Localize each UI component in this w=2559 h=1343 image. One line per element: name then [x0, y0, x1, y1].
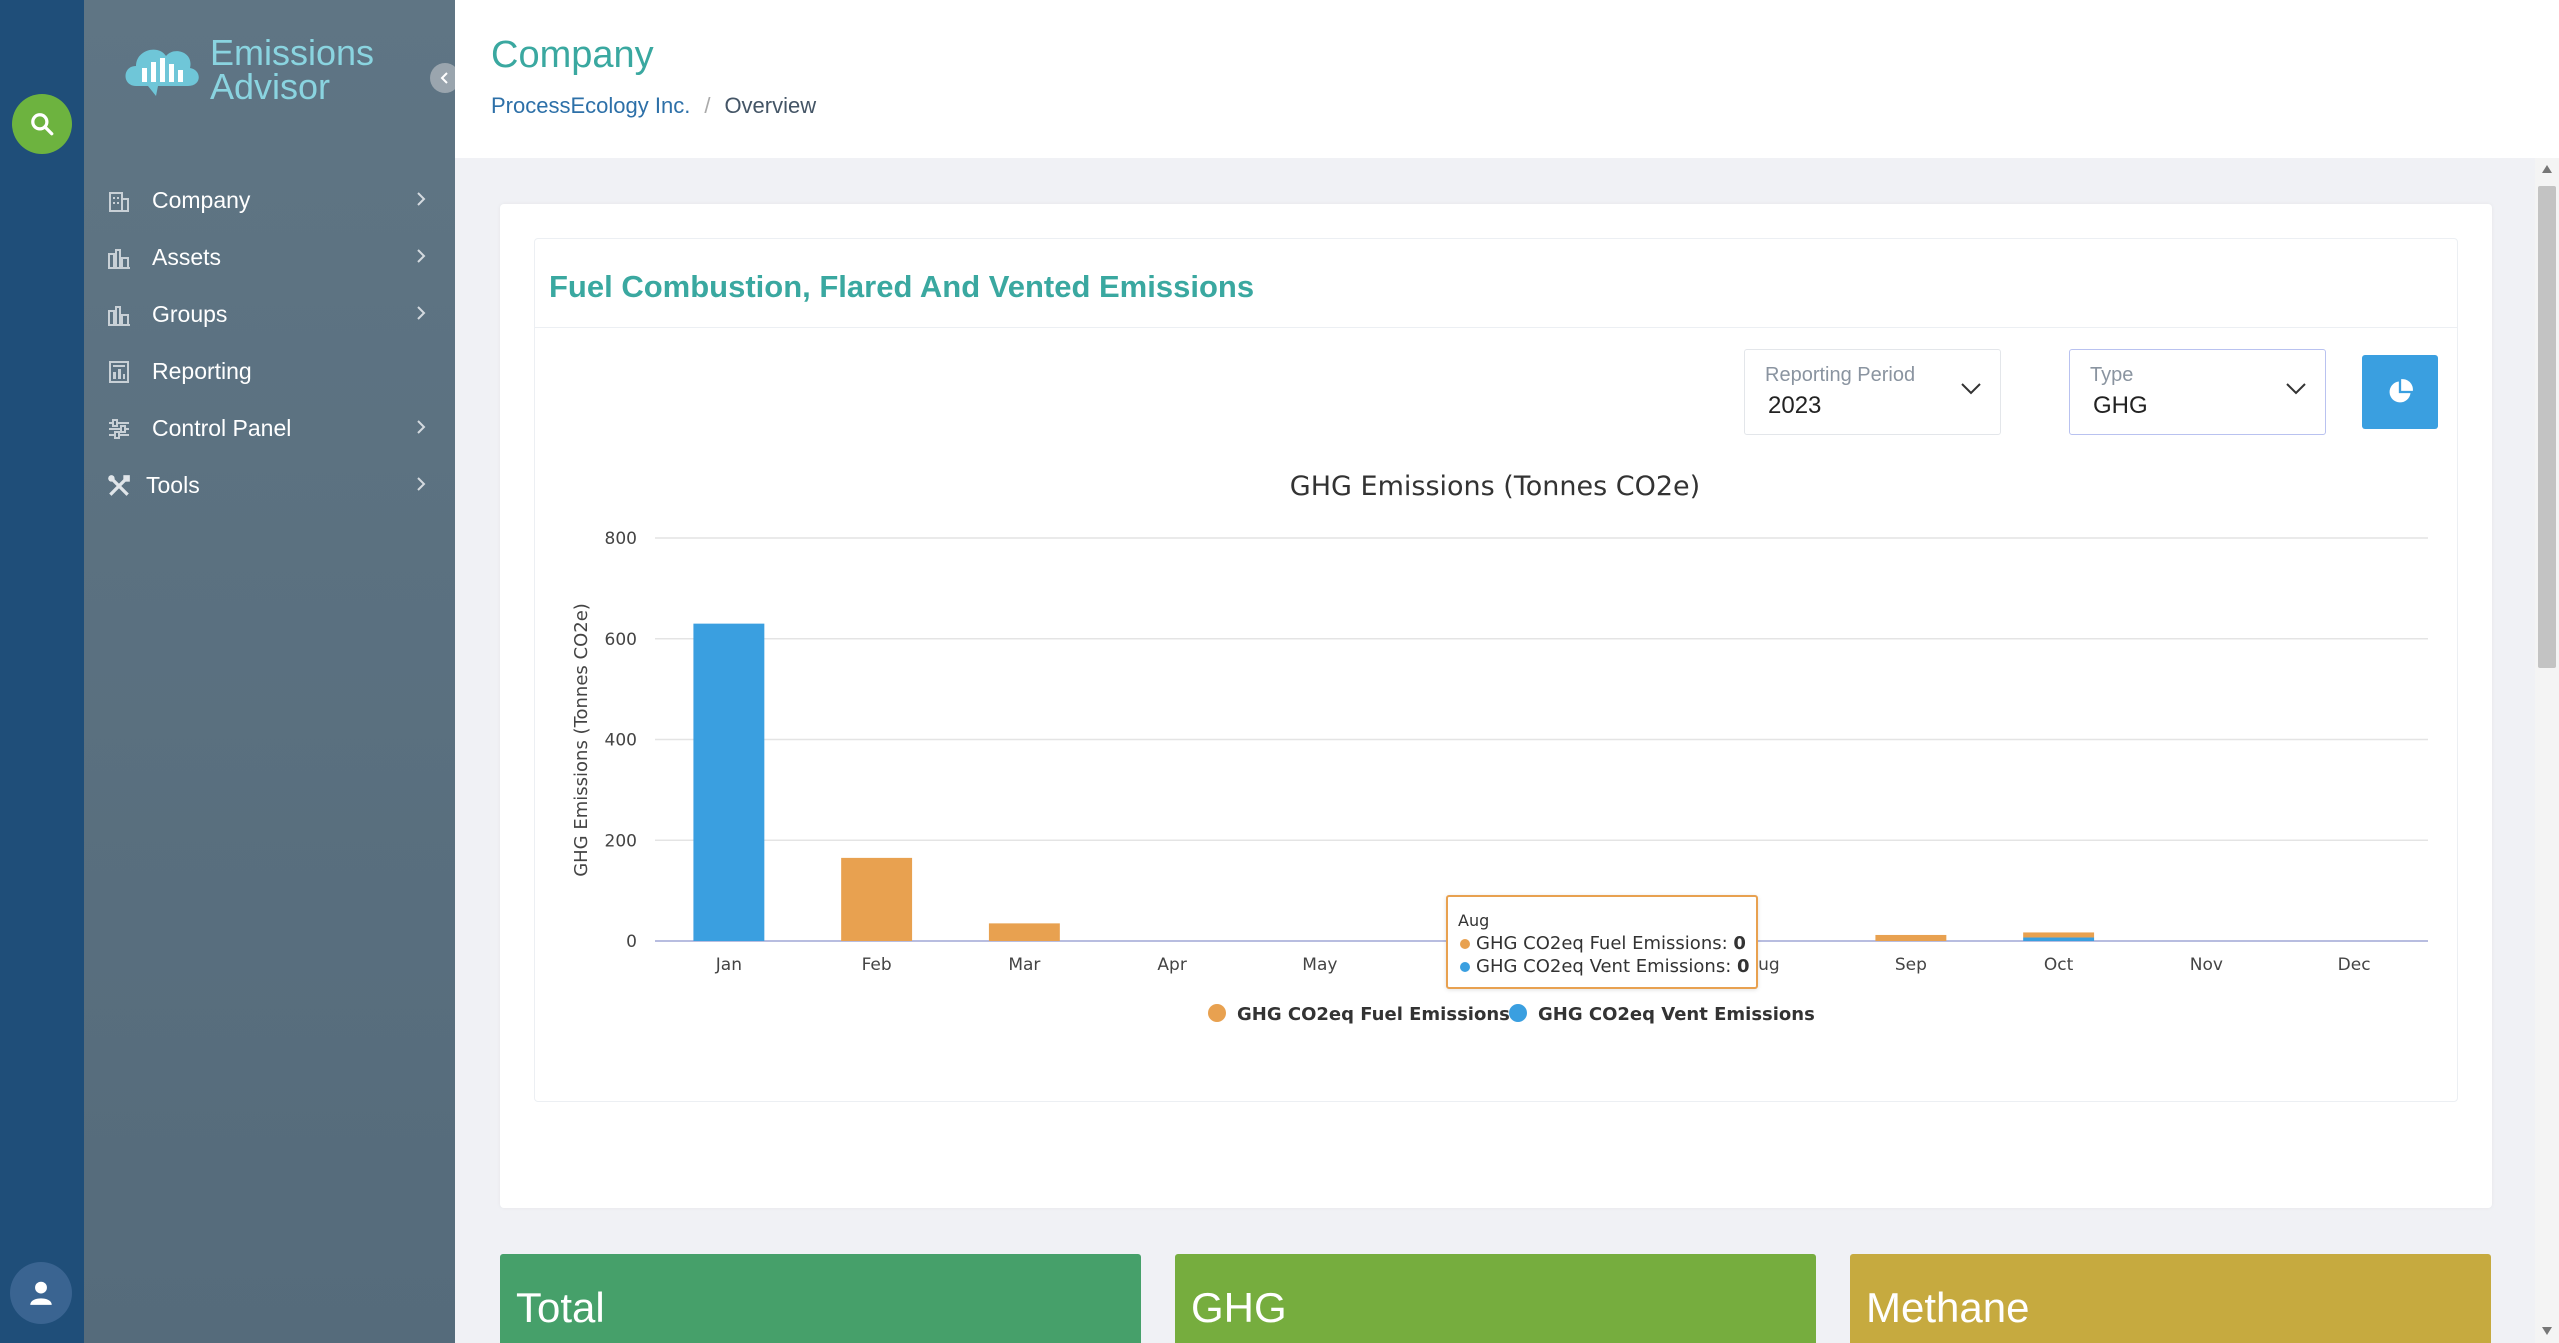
chevron-right-icon — [417, 420, 426, 434]
search-icon — [31, 113, 54, 136]
app-logo[interactable]: Emissions Advisor — [118, 32, 375, 107]
industry-icon — [106, 245, 132, 271]
page-title: Company — [491, 34, 654, 76]
tooltip-colon: : — [1721, 933, 1734, 954]
chart-type-toggle-button[interactable] — [2362, 355, 2438, 429]
tooltip-vent-value: 0 — [1737, 956, 1750, 977]
sidebar-item-label: Groups — [152, 301, 228, 327]
ghg-summary-tile[interactable]: GHG — [1175, 1254, 1816, 1343]
app-name: Emissions Advisor — [210, 32, 375, 107]
tools-icon — [106, 473, 132, 499]
chart-tooltip: Aug GHG CO2eq Fuel Emissions: 0 GHG CO2e… — [1446, 895, 1758, 989]
sidebar-item-label: Reporting — [152, 358, 252, 384]
user-icon — [30, 1281, 52, 1305]
breadcrumb-company-link[interactable]: ProcessEcology Inc. — [491, 93, 691, 118]
breadcrumb: ProcessEcology Inc. / Overview — [491, 93, 816, 119]
report-icon — [106, 359, 132, 385]
type-value: GHG — [2093, 392, 2148, 419]
chevron-down-icon — [2286, 383, 2306, 395]
reporting-period-select[interactable]: Reporting Period 2023 — [1744, 349, 2001, 435]
total-summary-tile[interactable]: Total — [500, 1254, 1141, 1343]
emissions-card-panel: Fuel Combustion, Flared And Vented Emiss… — [534, 238, 2458, 1102]
sidebar-item-label: Control Panel — [152, 415, 292, 441]
type-label: Type — [2090, 364, 2134, 386]
sidebar-item-control-panel[interactable]: Control Panel — [84, 400, 455, 457]
tooltip-colon: : — [1725, 956, 1738, 977]
sidebar-item-label: Tools — [146, 472, 200, 498]
tooltip-row: GHG CO2eq Fuel Emissions: 0 — [1460, 933, 1746, 954]
type-select[interactable]: Type GHG — [2069, 349, 2326, 435]
tooltip-fuel-swatch — [1460, 938, 1470, 949]
sidebar-nav: Company Assets Groups Reporting — [84, 172, 455, 514]
sidebar-item-groups[interactable]: Groups — [84, 286, 455, 343]
tile-label: GHG — [1191, 1284, 1287, 1331]
tile-label: Total — [516, 1284, 605, 1331]
scrollbar-thumb[interactable] — [2538, 186, 2556, 668]
tooltip-category: Aug — [1458, 911, 1490, 930]
chevron-down-icon — [1961, 383, 1981, 395]
chevron-right-icon — [417, 192, 426, 206]
left-rail — [0, 0, 84, 1343]
chevron-right-icon — [417, 306, 426, 320]
industry-icon — [106, 302, 132, 328]
sidebar-item-tools[interactable]: Tools — [84, 457, 455, 514]
logo-line-1: Emissions — [210, 32, 375, 73]
logo-line-2: Advisor — [210, 66, 331, 107]
sidebar-item-reporting[interactable]: Reporting — [84, 343, 455, 400]
pie-chart-icon — [2389, 379, 2413, 403]
chevron-right-icon — [417, 249, 426, 263]
reporting-period-label: Reporting Period — [1765, 364, 1916, 386]
chevron-left-icon — [440, 72, 448, 84]
sidebar: Emissions Advisor Company Assets — [84, 0, 460, 1343]
sidebar-item-company[interactable]: Company — [84, 172, 455, 229]
sidebar-item-label: Company — [152, 187, 251, 213]
card-divider — [535, 327, 2457, 328]
sidebar-item-label: Assets — [152, 244, 222, 270]
tooltip-fuel-name: GHG CO2eq Fuel Emissions — [1476, 933, 1722, 954]
page-header: Company ProcessEcology Inc. / Overview — [455, 0, 2559, 158]
page-scrollbar[interactable] — [2535, 158, 2559, 1343]
chevron-right-icon — [417, 477, 426, 491]
reporting-period-value: 2023 — [1768, 392, 1822, 419]
scroll-up-arrow-icon[interactable] — [2541, 164, 2553, 174]
scroll-down-arrow-icon[interactable] — [2541, 1326, 2553, 1336]
tooltip-vent-name: GHG CO2eq Vent Emissions — [1476, 956, 1726, 977]
tile-label: Methane — [1866, 1284, 2030, 1331]
search-button[interactable] — [12, 94, 72, 154]
methane-summary-tile[interactable]: Methane — [1850, 1254, 2491, 1343]
tooltip-row: GHG CO2eq Vent Emissions: 0 — [1460, 956, 1750, 977]
cloud-chart-logo-icon — [125, 49, 199, 96]
tooltip-vent-swatch — [1460, 961, 1470, 972]
sidebar-item-assets[interactable]: Assets — [84, 229, 455, 286]
user-account-button[interactable] — [10, 1262, 72, 1324]
card-title: Fuel Combustion, Flared And Vented Emiss… — [549, 269, 1255, 304]
breadcrumb-separator: / — [704, 93, 711, 118]
sliders-icon — [106, 416, 132, 442]
tooltip-fuel-value: 0 — [1733, 933, 1746, 954]
building-icon — [106, 188, 132, 214]
breadcrumb-current: Overview — [724, 93, 817, 118]
